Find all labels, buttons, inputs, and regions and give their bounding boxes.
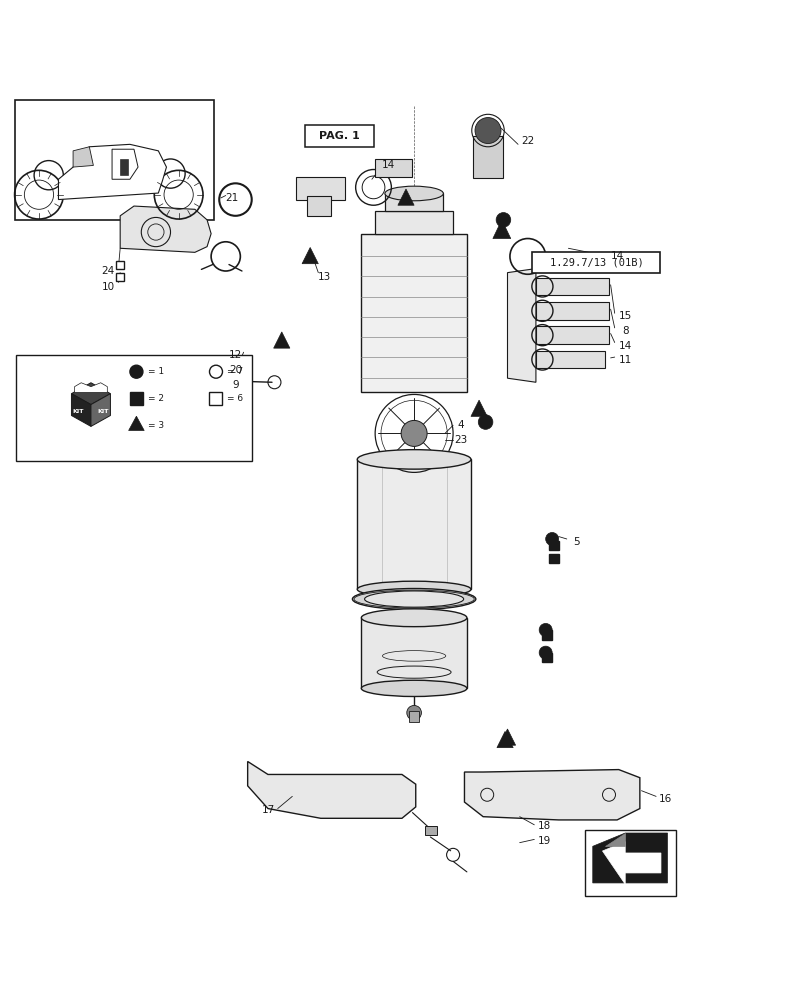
Circle shape	[545, 532, 558, 545]
Circle shape	[130, 365, 143, 378]
Polygon shape	[75, 383, 107, 392]
Text: 1.29.7/13 (01B): 1.29.7/13 (01B)	[549, 258, 643, 268]
Text: 9: 9	[232, 380, 238, 390]
Text: 14: 14	[610, 251, 623, 261]
Text: 19: 19	[537, 836, 550, 846]
Text: 10: 10	[101, 282, 114, 292]
Ellipse shape	[361, 609, 466, 627]
Bar	[425, 826, 436, 835]
Bar	[209, 392, 222, 405]
Bar	[130, 392, 143, 405]
Bar	[584, 830, 675, 896]
Text: 15: 15	[618, 311, 631, 321]
Polygon shape	[71, 383, 110, 405]
Circle shape	[539, 623, 551, 636]
Text: = 2: = 2	[148, 394, 164, 403]
Polygon shape	[496, 731, 513, 748]
Text: = 7: = 7	[227, 367, 243, 376]
Text: KIT: KIT	[73, 409, 84, 414]
Polygon shape	[492, 220, 510, 239]
Bar	[548, 554, 558, 563]
Ellipse shape	[352, 589, 475, 610]
Text: 16: 16	[659, 794, 672, 804]
Ellipse shape	[384, 186, 443, 201]
Ellipse shape	[357, 581, 470, 597]
Text: 14: 14	[381, 160, 394, 170]
Polygon shape	[247, 761, 415, 818]
Bar	[531, 252, 659, 273]
Circle shape	[539, 646, 551, 659]
Bar	[296, 177, 345, 200]
Bar	[375, 211, 453, 234]
Polygon shape	[397, 189, 414, 205]
Circle shape	[406, 705, 421, 720]
Polygon shape	[128, 416, 144, 430]
Circle shape	[209, 365, 222, 378]
Text: 23: 23	[454, 435, 467, 445]
Text: 8: 8	[621, 326, 628, 336]
Polygon shape	[58, 144, 166, 200]
Polygon shape	[91, 394, 110, 426]
Text: 5: 5	[573, 537, 579, 547]
Bar	[535, 278, 608, 295]
Polygon shape	[302, 247, 318, 264]
Ellipse shape	[364, 591, 463, 607]
Text: 12: 12	[229, 350, 242, 360]
Polygon shape	[604, 833, 624, 846]
Polygon shape	[73, 147, 93, 167]
Text: 22: 22	[521, 136, 534, 146]
Text: 18: 18	[537, 821, 550, 831]
Polygon shape	[602, 842, 660, 884]
Bar	[116, 261, 124, 269]
Ellipse shape	[357, 450, 470, 469]
Bar	[472, 136, 503, 178]
Bar	[361, 618, 466, 688]
Bar	[409, 711, 418, 722]
Bar	[548, 541, 558, 550]
Polygon shape	[273, 332, 290, 348]
Circle shape	[401, 420, 427, 446]
Polygon shape	[71, 394, 91, 426]
Bar	[384, 193, 443, 211]
Text: = 6: = 6	[227, 394, 243, 403]
Polygon shape	[499, 729, 515, 745]
Text: 17: 17	[261, 805, 274, 815]
Text: 24: 24	[101, 266, 114, 276]
Bar	[307, 196, 331, 216]
Text: KIT: KIT	[97, 409, 108, 414]
Polygon shape	[507, 269, 535, 382]
Text: 4: 4	[457, 420, 464, 430]
Bar	[542, 630, 551, 640]
Bar	[116, 273, 124, 281]
Bar	[357, 459, 470, 589]
Text: = 3: = 3	[148, 421, 164, 430]
Circle shape	[478, 415, 492, 429]
Text: 13: 13	[318, 272, 331, 282]
Bar	[542, 653, 551, 662]
Circle shape	[496, 213, 510, 227]
Bar	[375, 159, 411, 177]
Polygon shape	[120, 206, 211, 252]
Bar	[535, 326, 608, 344]
Circle shape	[474, 118, 500, 144]
Bar	[535, 302, 608, 320]
Bar	[535, 351, 604, 368]
Bar	[188, 375, 198, 386]
Bar	[305, 125, 373, 147]
Polygon shape	[112, 149, 138, 179]
Polygon shape	[464, 770, 639, 820]
Bar	[120, 159, 128, 175]
Polygon shape	[470, 400, 487, 416]
Text: 21: 21	[225, 193, 238, 203]
Bar	[361, 234, 466, 392]
Bar	[16, 355, 251, 461]
Text: PAG. 1: PAG. 1	[319, 131, 359, 141]
Text: 20: 20	[229, 365, 242, 375]
Text: = 1: = 1	[148, 367, 164, 376]
Text: 11: 11	[618, 355, 631, 365]
Ellipse shape	[361, 680, 466, 697]
Polygon shape	[592, 833, 667, 883]
Bar	[15, 100, 213, 220]
Text: 14: 14	[618, 341, 631, 351]
